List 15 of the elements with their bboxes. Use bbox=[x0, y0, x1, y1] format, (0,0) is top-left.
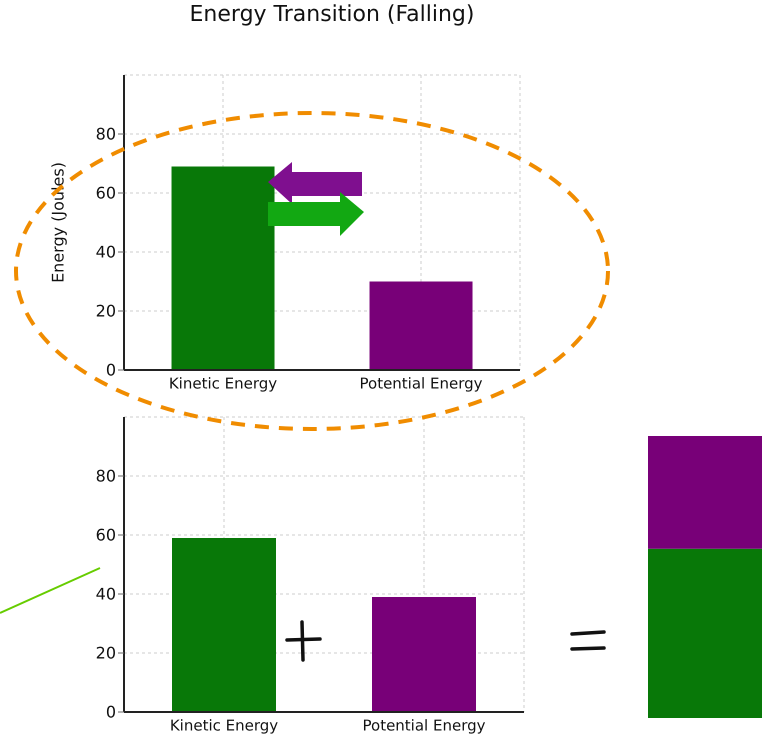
y-tick-label: 80 bbox=[96, 466, 116, 486]
y-tick-label: 60 bbox=[96, 184, 116, 203]
y-tick-label: 20 bbox=[96, 644, 116, 663]
y-tick-label: 20 bbox=[96, 302, 116, 321]
y-tick-label: 0 bbox=[106, 702, 116, 722]
x-tick-label: Kinetic Energy bbox=[170, 716, 278, 735]
x-tick-label: Potential Energy bbox=[360, 374, 483, 393]
y-tick-label: 40 bbox=[96, 584, 116, 604]
x-tick-label: Potential Energy bbox=[362, 716, 486, 735]
y-tick-label: 40 bbox=[96, 242, 116, 262]
x-tick-label: Kinetic Energy bbox=[168, 374, 278, 393]
y-tick-label: 80 bbox=[96, 124, 116, 144]
y-tick-label: 0 bbox=[106, 360, 116, 380]
y-tick-label: 60 bbox=[96, 526, 116, 545]
chart-title: Energy Transition (Falling) bbox=[188, 1, 476, 29]
